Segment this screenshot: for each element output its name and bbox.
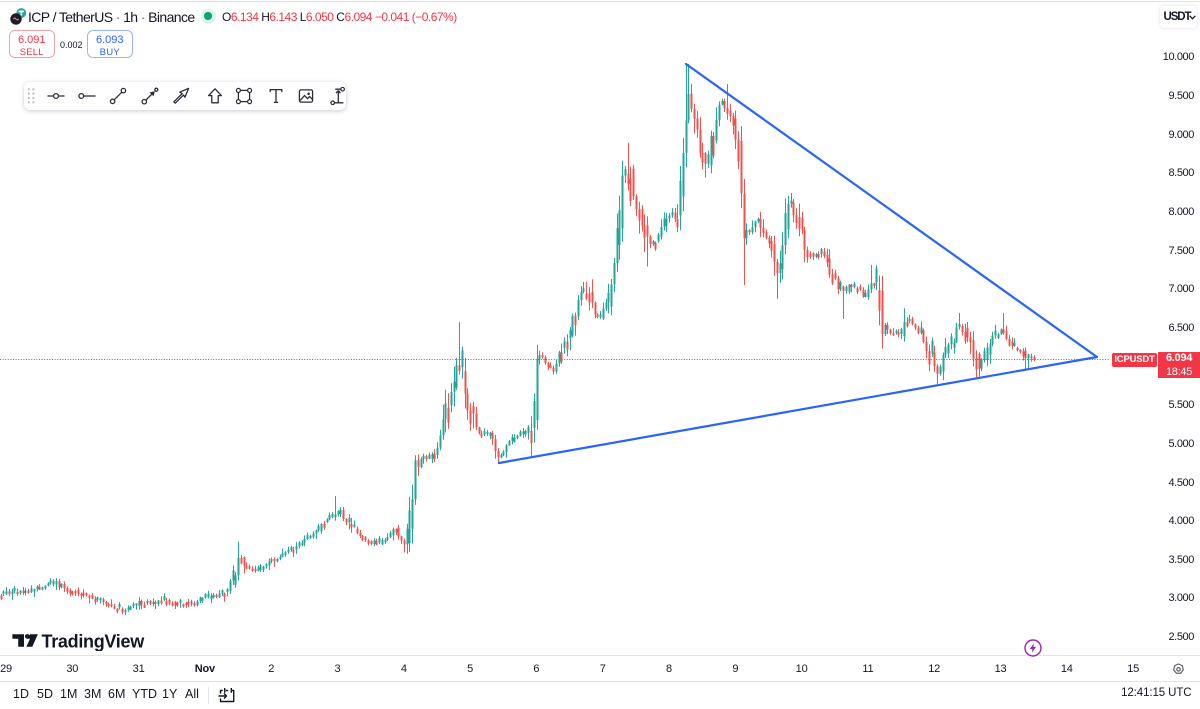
svg-text:TradingView: TradingView: [42, 633, 146, 651]
